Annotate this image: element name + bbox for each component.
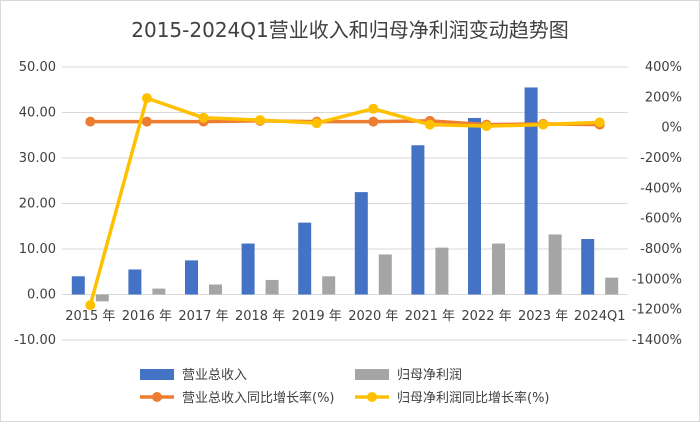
revenue-growth-point [85, 116, 96, 127]
x-tick-label: 2017 年 [178, 309, 228, 324]
y-right-tick-label: 200% [645, 90, 682, 105]
net-profit-growth-point [594, 117, 605, 128]
legend-label: 营业总收入同比增长率(%) [182, 390, 335, 406]
legend-marker [367, 392, 377, 402]
y-right-tick-label: -1200% [632, 303, 682, 318]
legend-swatch [140, 369, 174, 380]
net-profit-growth-point [311, 118, 322, 129]
y-right-tick-label: -200% [640, 151, 682, 166]
revenue-bar [581, 238, 595, 295]
y-left-tick-label: 50.00 [19, 60, 56, 75]
x-tick-label: 2019 年 [292, 309, 342, 324]
x-tick-label: 2020 年 [348, 309, 398, 324]
y-left-tick-label: 30.00 [19, 151, 56, 166]
net-profit-bar [209, 284, 222, 295]
net-profit-growth-point [368, 103, 379, 114]
net-profit-bar [265, 279, 279, 295]
y-right-tick-label: -800% [640, 242, 682, 257]
y-left-tick-label: 20.00 [19, 197, 56, 212]
net-profit-growth-point [538, 119, 549, 130]
net-profit-bar [95, 294, 109, 302]
net-profit-growth-point [141, 93, 152, 104]
net-profit-growth-point [198, 112, 209, 123]
x-tick-label: 2024Q1 [574, 309, 626, 324]
x-tick-label: 2023 年 [518, 309, 568, 324]
revenue-growth-point [141, 116, 152, 127]
revenue-bar [71, 276, 85, 295]
net-profit-growth-point [481, 121, 492, 132]
x-tick-label: 2022 年 [461, 309, 511, 324]
y-right-tick-label: 400% [645, 60, 682, 75]
net-profit-bar [435, 247, 449, 295]
net-profit-growth-point [424, 119, 435, 130]
y-right-tick-label: -1400% [632, 333, 682, 348]
revenue-bar [298, 222, 312, 295]
x-tick-label: 2015 年 [65, 309, 115, 324]
net-profit-bar [492, 243, 505, 295]
x-tick-label: 2018 年 [235, 309, 285, 324]
y-left-tick-label: 40.00 [19, 106, 56, 121]
legend-marker [152, 392, 162, 402]
chart-title: 2015-2024Q1营业收入和归母净利润变动趋势图 [131, 18, 568, 42]
legend-label: 归母净利润 [397, 368, 462, 383]
y-right-tick-label: -600% [640, 212, 682, 227]
axes: -10.00 0.00 10.00 20.00 30.00 40.00 50.00 -1400… [14, 60, 682, 348]
y-right-tick-label: 0% [661, 121, 682, 136]
net-profit-bar [605, 277, 619, 295]
revenue-bar [411, 145, 425, 295]
revenue-bar [524, 87, 538, 295]
revenue-bar [128, 269, 142, 295]
net-profit-bar [322, 276, 336, 295]
net-profit-bar [152, 288, 166, 295]
y-left-tick-label: -10.00 [14, 333, 56, 348]
net-profit-growth-line [88, 96, 602, 307]
x-tick-label: 2021 年 [405, 309, 455, 324]
revenue-bar [241, 243, 255, 295]
revenue-bar [185, 260, 198, 295]
revenue-bar [468, 117, 481, 295]
lines [85, 93, 605, 311]
net-profit-bar [378, 254, 392, 295]
revenue-growth-point [368, 116, 379, 127]
revenue-bar [354, 192, 368, 295]
x-tick-label: 2016 年 [122, 309, 172, 324]
net-profit-growth-point [85, 300, 96, 311]
bars [71, 87, 619, 302]
net-profit-growth-point [255, 115, 266, 126]
y-right-tick-label: -400% [640, 181, 682, 196]
y-right-tick-label: -1000% [632, 272, 682, 287]
legend-label: 营业总收入 [182, 368, 247, 383]
y-left-tick-label: 10.00 [19, 242, 56, 257]
net-profit-bar [548, 234, 562, 295]
y-left-tick-label: 0.00 [27, 288, 56, 303]
legend-label: 归母净利润同比增长率(%) [397, 390, 550, 406]
legend-swatch [355, 369, 389, 380]
